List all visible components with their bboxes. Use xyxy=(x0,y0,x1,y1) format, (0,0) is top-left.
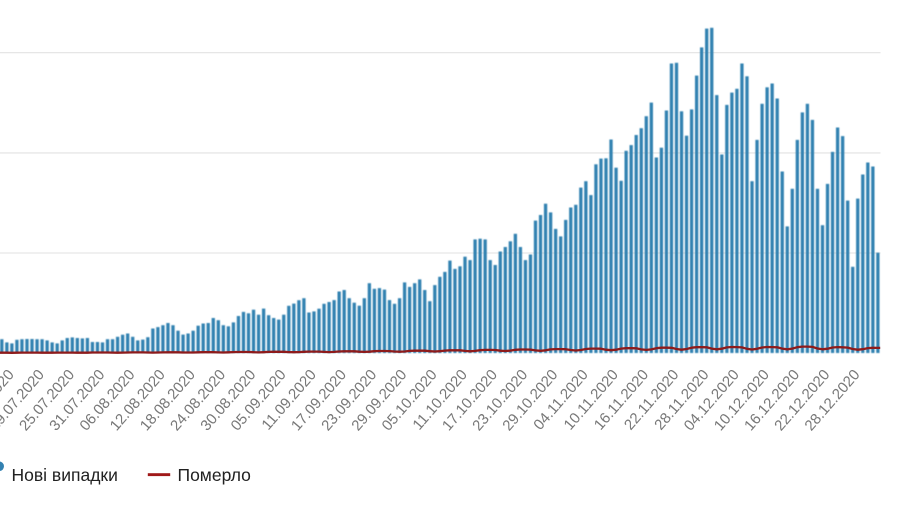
svg-text:Нові випадки: Нові випадки xyxy=(12,465,118,485)
svg-text:Померло: Померло xyxy=(178,465,251,485)
